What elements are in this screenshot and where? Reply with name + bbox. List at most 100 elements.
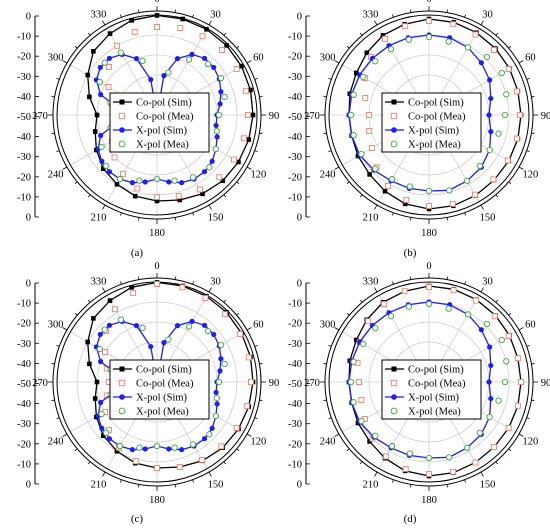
data-point (402, 23, 409, 30)
data-point (476, 162, 484, 170)
angle-tick-mark (508, 312, 512, 316)
data-point (213, 389, 219, 396)
data-point (161, 340, 167, 346)
data-point (233, 425, 240, 431)
data-point (200, 191, 205, 197)
data-point (102, 429, 110, 437)
data-point (445, 38, 452, 45)
data-point (250, 112, 256, 118)
data-point (106, 169, 113, 175)
angle-tick-mark (334, 166, 340, 170)
angle-tick-mark (392, 14, 394, 18)
data-point (206, 431, 213, 438)
data-point (199, 33, 206, 40)
data-point (425, 187, 433, 195)
radial-tick-label: -20 (17, 52, 31, 63)
angle-tick-label: 60 (525, 53, 536, 64)
data-point (350, 399, 357, 406)
data-point (450, 21, 457, 28)
radial-tick-label: -40 (17, 399, 31, 410)
angle-tick-mark (138, 484, 140, 488)
data-point (201, 55, 208, 61)
data-point (445, 305, 452, 312)
data-point (426, 18, 432, 24)
data-point (495, 397, 502, 404)
angle-tick-mark (446, 9, 448, 13)
data-point (236, 159, 241, 165)
angle-tick-mark (259, 96, 263, 98)
radial-tick-label: 0 (26, 480, 31, 491)
data-point (91, 49, 96, 54)
data-point (380, 33, 386, 38)
data-point (350, 91, 357, 98)
radial-tick-label: -20 (17, 439, 31, 450)
angle-tick-mark (518, 166, 524, 170)
legend-box (109, 359, 210, 420)
angle-tick-label: 270 (304, 111, 320, 122)
data-point (130, 290, 137, 297)
angle-tick-mark (62, 327, 68, 331)
data-point (446, 187, 453, 194)
angle-tick-mark (446, 484, 448, 488)
angle-tick-mark (328, 78, 332, 80)
angle-tick-mark (480, 20, 484, 26)
data-point (387, 46, 395, 53)
angle-tick-label: 30 (210, 10, 221, 21)
legend-label: Co-pol (Sim) (408, 365, 464, 376)
data-point (518, 379, 524, 385)
data-point (486, 112, 492, 118)
angle-tick-mark (410, 9, 412, 13)
radial-tick-label: -50 (17, 379, 31, 390)
angle-tick-label: 240 (48, 170, 64, 181)
data-point (221, 311, 228, 318)
angle-tick-label: 270 (304, 378, 320, 389)
radial-tick-label: 0 (297, 213, 302, 224)
data-point (248, 87, 253, 93)
data-point (231, 156, 238, 163)
data-point (463, 177, 471, 184)
angle-tick-mark (174, 484, 176, 488)
data-point (111, 154, 118, 161)
angle-tick-mark (192, 212, 194, 216)
data-point (215, 111, 223, 119)
angle-tick-mark (495, 299, 499, 303)
data-point (498, 336, 505, 344)
angle-tick-mark (246, 166, 252, 170)
data-point (488, 362, 494, 369)
legend-label: X-pol (Sim) (408, 126, 460, 137)
data-point (154, 465, 160, 471)
data-point (100, 433, 106, 439)
radial-tick-label: -20 (17, 172, 31, 183)
data-point (171, 444, 178, 451)
data-point (201, 169, 208, 175)
radial-tick-label: -50 (288, 112, 302, 123)
angle-tick-mark (508, 448, 512, 452)
angle-tick-mark (87, 194, 91, 198)
data-point (367, 172, 372, 177)
data-point (488, 128, 494, 135)
data-point (136, 444, 143, 451)
data-point (405, 303, 412, 310)
angle-tick-mark (223, 32, 227, 36)
angle-tick-label: 210 (363, 212, 379, 223)
data-point (221, 93, 228, 101)
data-point (505, 333, 512, 339)
data-point (362, 94, 369, 101)
angle-tick-mark (526, 78, 530, 80)
data-point (92, 396, 98, 401)
data-point (498, 69, 505, 77)
radial-tick-label: -30 (288, 72, 302, 83)
legend-marker (390, 407, 398, 415)
angle-tick-label: 330 (363, 10, 379, 21)
data-point (517, 112, 523, 118)
radial-tick-label: -40 (17, 92, 31, 103)
data-point (98, 410, 105, 418)
angle-tick-mark (208, 20, 212, 26)
legend-marker (390, 379, 398, 387)
angle-tick-label: 240 (320, 437, 336, 448)
data-point (488, 395, 494, 402)
angle-tick-label: 90 (269, 111, 280, 122)
angle-tick-mark (56, 150, 60, 152)
angle-tick-label: 210 (91, 212, 107, 223)
legend-label: X-pol (Mea) (136, 140, 189, 151)
